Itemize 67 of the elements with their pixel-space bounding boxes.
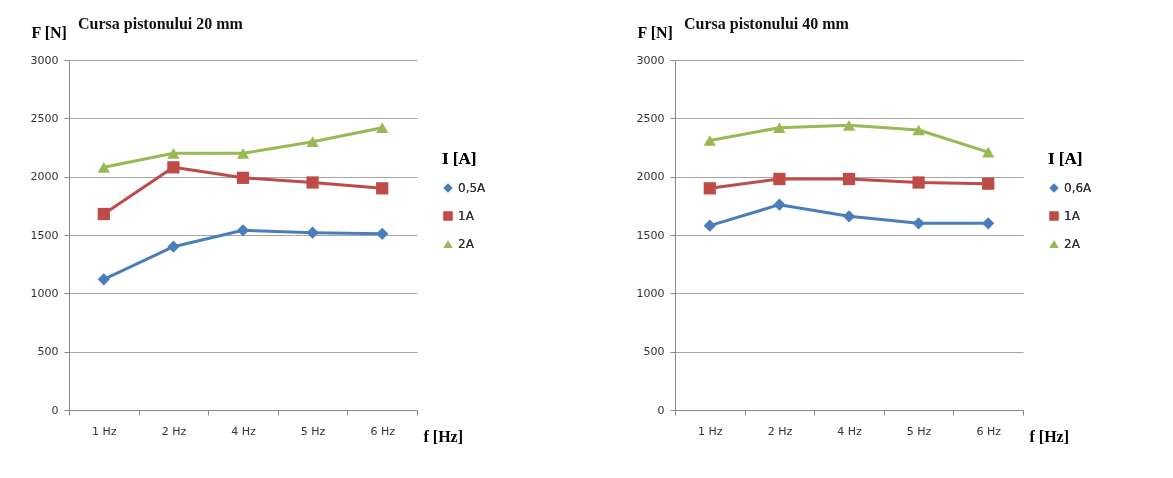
point	[376, 122, 389, 133]
x-tick-label: 4 Hz	[837, 424, 862, 438]
point	[376, 182, 389, 195]
x-tick-label: 2 Hz	[767, 424, 793, 438]
x-tick-label: 1 Hz	[92, 424, 117, 438]
x-tick-label: 4 Hz	[231, 424, 256, 438]
y-tick-label: 3000	[636, 53, 665, 67]
legend-title: I [A]	[442, 149, 477, 168]
legend-label: 0,6A	[1064, 181, 1093, 195]
point	[236, 171, 250, 184]
point	[376, 227, 389, 240]
y-tick-label: 500	[643, 345, 665, 359]
point	[912, 124, 925, 136]
point	[912, 217, 925, 230]
x-tick-label: 1 Hz	[698, 424, 723, 438]
y-tick-label: 1000	[30, 286, 59, 300]
y-tick-label: 3000	[30, 53, 59, 67]
legend-label: 2A	[458, 237, 475, 251]
y-tick-label: 1500	[636, 228, 665, 242]
point	[167, 240, 180, 253]
y-tick-label: 0	[657, 403, 665, 417]
point	[306, 176, 319, 189]
x-tick-label: 5 Hz	[906, 424, 932, 438]
point	[703, 182, 716, 195]
y-axis-title: F [N]	[637, 23, 673, 41]
x-tick-label: 6 Hz	[370, 424, 396, 438]
y-tick-label: 500	[37, 345, 59, 359]
legend-label: 0,5A	[458, 181, 487, 195]
legend-label: 1A	[458, 209, 475, 223]
y-tick-label: 1000	[636, 286, 665, 300]
y-tick-label: 2500	[636, 111, 665, 125]
x-axis-title: f [Hz]	[423, 427, 464, 445]
point	[773, 122, 786, 133]
point	[842, 210, 856, 223]
point	[773, 172, 786, 186]
point	[306, 136, 319, 147]
y-tick-label: 2000	[30, 170, 59, 184]
point	[97, 162, 110, 173]
point	[236, 224, 250, 237]
x-tick-label: 6 Hz	[976, 424, 1002, 438]
x-axis-title: f [Hz]	[1029, 427, 1070, 445]
y-axis-title: F [N]	[31, 23, 67, 41]
point	[167, 161, 180, 174]
point	[842, 120, 856, 131]
chart-title: Cursa pistonului 40 mm	[684, 15, 850, 33]
point	[912, 176, 925, 189]
y-tick-label: 1500	[30, 228, 59, 242]
chart-title: Cursa pistonului 20 mm	[78, 15, 244, 33]
point	[982, 217, 995, 230]
legend-label: 1A	[1064, 209, 1081, 223]
y-tick-label: 0	[51, 403, 59, 417]
point	[167, 148, 180, 159]
point	[982, 146, 995, 158]
point	[703, 135, 716, 146]
point	[773, 198, 786, 211]
y-tick-label: 2500	[30, 111, 59, 125]
x-tick-label: 2 Hz	[161, 424, 187, 438]
y-tick-label: 2000	[636, 170, 665, 184]
point	[982, 177, 995, 190]
point	[97, 273, 110, 286]
point	[842, 172, 856, 186]
point	[236, 148, 250, 159]
point	[703, 219, 716, 232]
legend-label: 2A	[1064, 237, 1081, 251]
x-tick-label: 5 Hz	[300, 424, 326, 438]
point	[97, 207, 110, 221]
legend-title: I [A]	[1048, 149, 1083, 168]
